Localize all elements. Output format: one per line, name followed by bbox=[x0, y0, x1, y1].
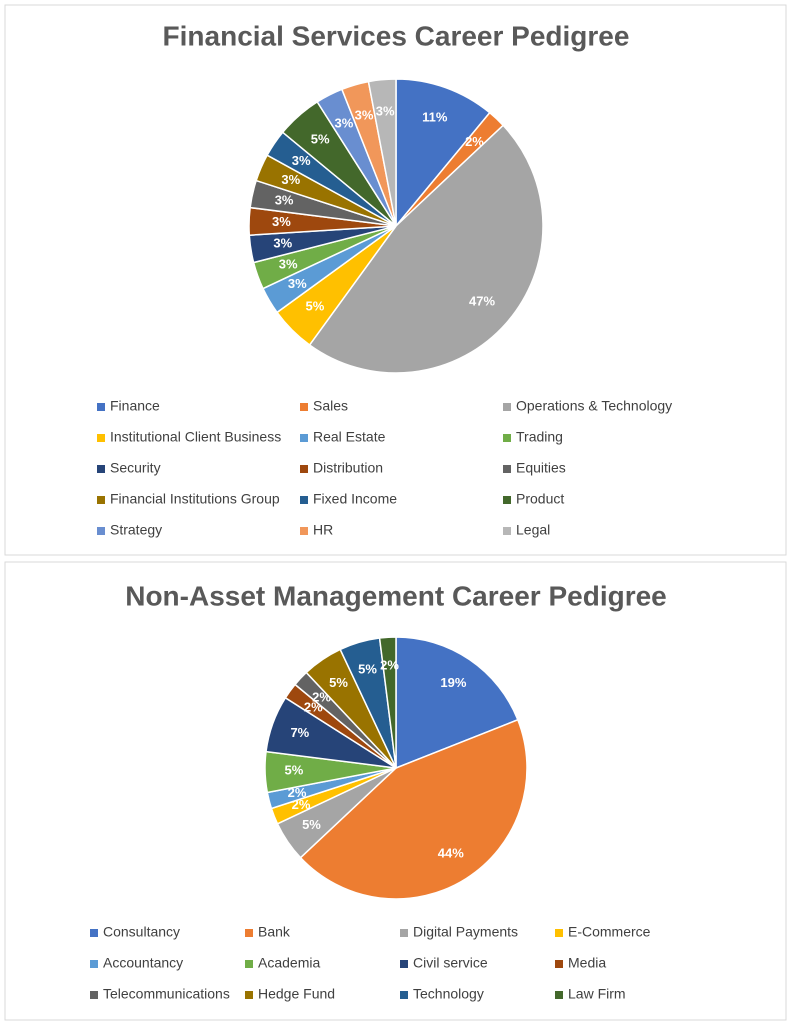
legend-label: Civil service bbox=[413, 955, 488, 971]
pie-slice bbox=[395, 636, 519, 770]
legend-label: Fixed Income bbox=[313, 491, 397, 507]
legend-swatch bbox=[503, 403, 511, 411]
legend-label: Hedge Fund bbox=[258, 986, 335, 1002]
pie-slice bbox=[378, 636, 397, 769]
legend-swatch bbox=[555, 960, 563, 968]
legend-swatch bbox=[300, 403, 308, 411]
legend-label: Telecommunications bbox=[103, 986, 230, 1002]
legend-label: Media bbox=[568, 955, 606, 971]
legend-swatch bbox=[90, 991, 98, 999]
legend-swatch bbox=[503, 434, 511, 442]
chart-title: Non-Asset Management Career Pedigree bbox=[125, 580, 667, 611]
legend-swatch bbox=[555, 991, 563, 999]
data-label: 5% bbox=[329, 675, 348, 690]
data-label: 3% bbox=[376, 103, 395, 118]
legend-label: Institutional Client Business bbox=[110, 429, 281, 445]
legend-swatch bbox=[300, 465, 308, 473]
legend-swatch bbox=[400, 960, 408, 968]
data-label: 5% bbox=[306, 299, 325, 314]
legend-swatch bbox=[97, 434, 105, 442]
data-label: 2% bbox=[380, 657, 399, 672]
legend-label: Bank bbox=[258, 924, 291, 940]
data-label: 3% bbox=[275, 192, 294, 207]
legend-swatch bbox=[97, 465, 105, 473]
data-label: 3% bbox=[335, 115, 354, 130]
legend-label: HR bbox=[313, 522, 333, 538]
legend-label: Equities bbox=[516, 460, 566, 476]
legend-label: Academia bbox=[258, 955, 320, 971]
data-label: 47% bbox=[469, 293, 495, 308]
legend-label: Distribution bbox=[313, 460, 383, 476]
legend-label: Technology bbox=[413, 986, 484, 1002]
legend-label: Accountancy bbox=[103, 955, 183, 971]
data-label: 11% bbox=[422, 110, 448, 125]
legend-label: Financial Institutions Group bbox=[110, 491, 280, 507]
data-label: 2% bbox=[288, 785, 307, 800]
data-label: 5% bbox=[311, 131, 330, 146]
legend-swatch bbox=[503, 465, 511, 473]
legend-swatch bbox=[97, 496, 105, 504]
legend-swatch bbox=[245, 991, 253, 999]
legend-label: Trading bbox=[516, 429, 563, 445]
data-label: 5% bbox=[358, 661, 377, 676]
legend-swatch bbox=[97, 527, 105, 535]
legend-swatch bbox=[90, 929, 98, 937]
data-label: 5% bbox=[284, 763, 303, 778]
legend-swatch bbox=[245, 960, 253, 968]
legend-swatch bbox=[300, 496, 308, 504]
data-label: 3% bbox=[279, 256, 298, 271]
legend-swatch bbox=[503, 527, 511, 535]
data-label: 3% bbox=[281, 172, 300, 187]
legend-label: Digital Payments bbox=[413, 924, 518, 940]
data-label: 19% bbox=[440, 675, 466, 690]
legend-label: E-Commerce bbox=[568, 924, 651, 940]
legend-swatch bbox=[90, 960, 98, 968]
data-label: 3% bbox=[292, 153, 311, 168]
data-label: 44% bbox=[438, 846, 464, 861]
legend-swatch bbox=[503, 496, 511, 504]
legend-swatch bbox=[245, 929, 253, 937]
legend-label: Security bbox=[110, 460, 161, 476]
chart-title: Financial Services Career Pedigree bbox=[163, 20, 630, 51]
data-label: 3% bbox=[273, 235, 292, 250]
legend-label: Consultancy bbox=[103, 924, 180, 940]
data-label: 3% bbox=[272, 214, 291, 229]
data-label: 5% bbox=[302, 817, 321, 832]
legend-label: Strategy bbox=[110, 522, 162, 538]
pie-slice bbox=[308, 124, 544, 374]
legend-swatch bbox=[300, 434, 308, 442]
legend-label: Legal bbox=[516, 522, 550, 538]
data-label: 2% bbox=[465, 134, 484, 149]
legend-label: Law Firm bbox=[568, 986, 626, 1002]
legend-label: Finance bbox=[110, 398, 160, 414]
legend-swatch bbox=[97, 403, 105, 411]
legend-label: Sales bbox=[313, 398, 348, 414]
legend-swatch bbox=[555, 929, 563, 937]
data-label: 7% bbox=[290, 725, 309, 740]
legend-swatch bbox=[400, 929, 408, 937]
legend-label: Real Estate bbox=[313, 429, 386, 445]
legend-swatch bbox=[300, 527, 308, 535]
legend-label: Operations & Technology bbox=[516, 398, 672, 414]
pie-slice bbox=[367, 78, 397, 227]
pie-slice bbox=[299, 718, 528, 900]
legend-swatch bbox=[400, 991, 408, 999]
legend-label: Product bbox=[516, 491, 564, 507]
data-label: 3% bbox=[355, 107, 374, 122]
pie-slice bbox=[395, 78, 491, 229]
data-label: 3% bbox=[288, 276, 307, 291]
